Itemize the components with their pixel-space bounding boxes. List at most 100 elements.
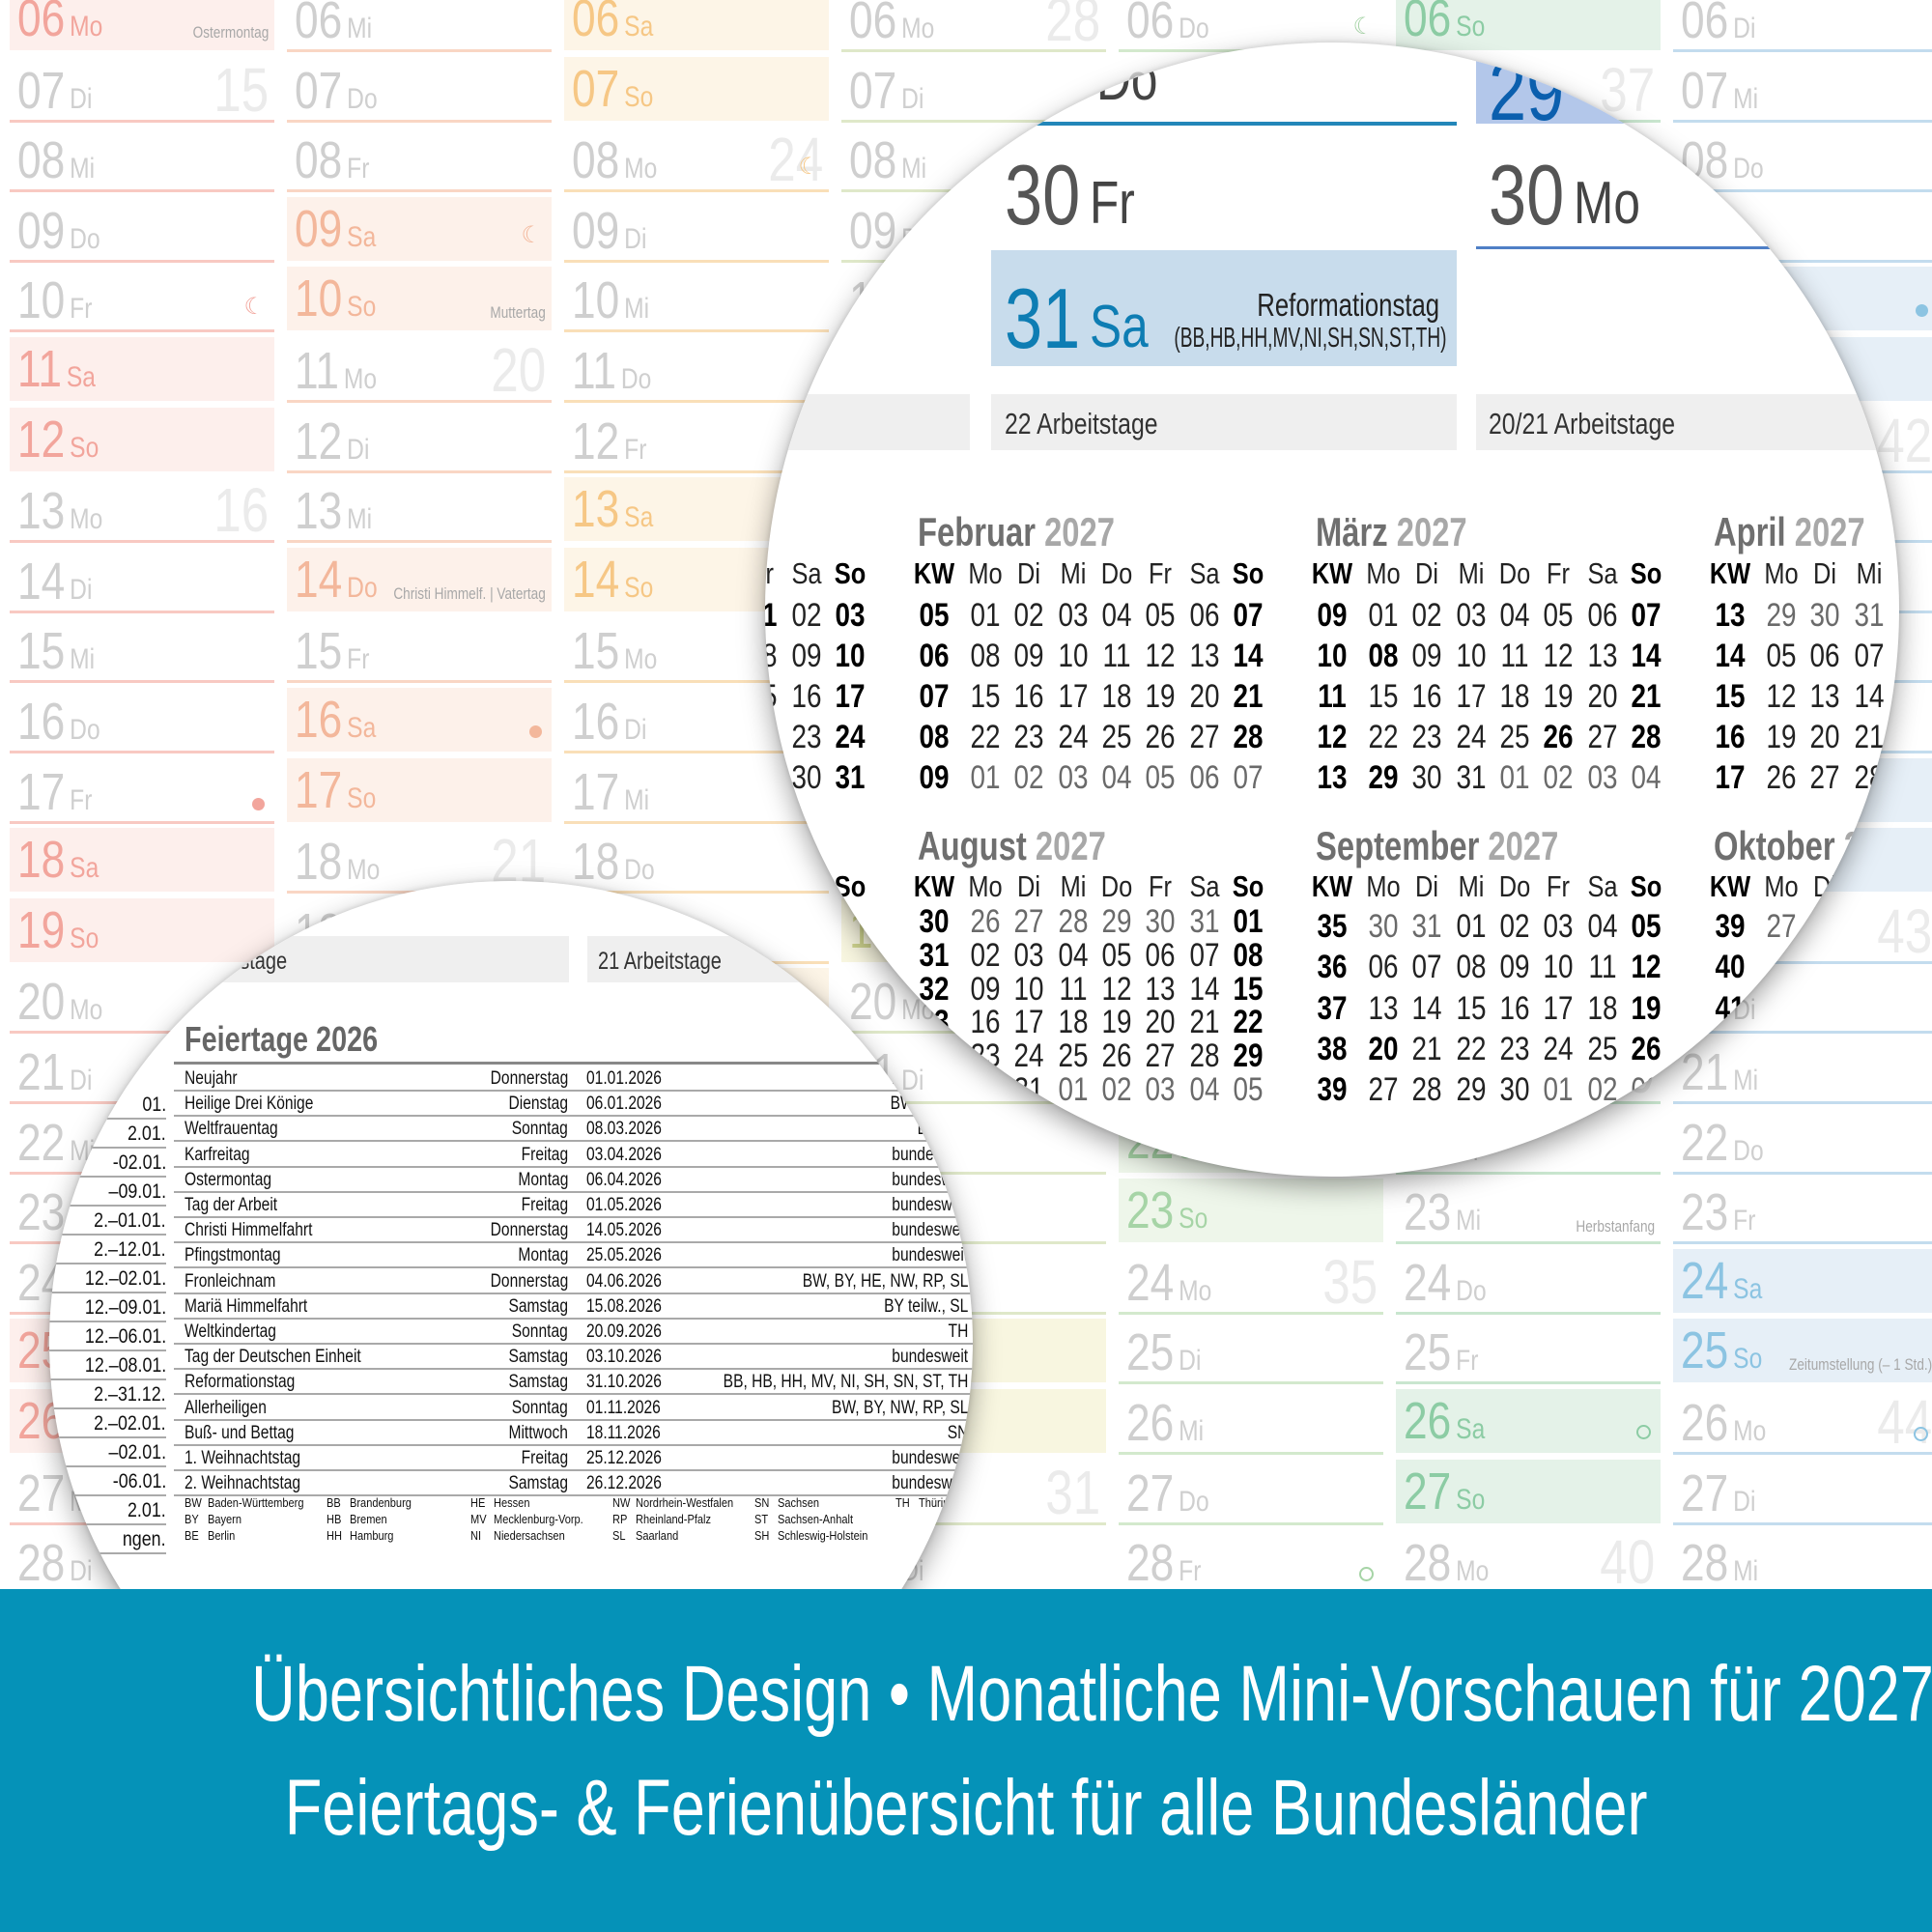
vacation-date: 12.–08.01. [84, 1354, 166, 1377]
mini-day: 01 [1233, 903, 1264, 940]
month-name: April [1714, 509, 1786, 554]
magnifier-month-detail: 29 Do 29 30 Fr 30 Mo 31 Sa Reformationst… [765, 43, 1899, 1177]
mini-day: 16 [970, 1004, 1001, 1041]
holiday-weekday: Freitag [521, 1144, 568, 1165]
weekday-label: Mo [1733, 1415, 1767, 1447]
day-label: 06 Mi [295, 0, 372, 46]
mini-day: 20 [1368, 1030, 1399, 1067]
mini-day: 27 [1809, 759, 1840, 796]
day-note: Zeitumstellung (– 1 Std.) [1788, 1355, 1932, 1375]
week-number: 16 [213, 475, 269, 546]
day-label: 23 So [1126, 1184, 1208, 1236]
weekday-header: Mi [1458, 869, 1485, 903]
holiday-row: Ostermontag Montag 06.04.2026 bundesweit [174, 1166, 973, 1193]
holiday-name: 1. Weihnachtstag [185, 1448, 301, 1468]
month-year: 2027 [1044, 509, 1115, 554]
mini-day: 04 [1101, 597, 1132, 634]
day-number: 09 [295, 199, 343, 258]
vacation-date: 12.–09.01. [84, 1296, 166, 1319]
day-divider [564, 680, 829, 684]
day-divider [287, 540, 552, 544]
day-row: 25 So Zeitumstellung (– 1 Std.) [1673, 1319, 1932, 1383]
mini-day: 03 [1058, 597, 1089, 634]
holidays-top-rule [174, 1062, 973, 1065]
state-abbr: NW [612, 1495, 631, 1510]
day-divider [564, 259, 829, 263]
weekday-label: Fr [1733, 1205, 1756, 1237]
day-label: 24 Mo [1126, 1257, 1211, 1309]
weekday-header: Fr [1149, 869, 1173, 903]
holiday-date: 25.05.2026 [586, 1245, 662, 1266]
mini-day: 29 [1101, 903, 1132, 940]
day-number: 09 [17, 201, 66, 260]
mini-day: 02 [1543, 759, 1574, 796]
holiday-row: Weltfrauentag Sonntag 08.03.2026 BE, MV [174, 1115, 973, 1143]
holiday-name: Allerheiligen [185, 1397, 267, 1418]
day-row: 16 Sa [287, 688, 552, 752]
weekday-label: Mi [1179, 1415, 1205, 1447]
mini-day: 18 [1058, 1004, 1089, 1041]
day-number: 24 [1126, 1253, 1175, 1312]
day-row: 06 So [1396, 0, 1661, 50]
holiday-row: Karfreitag Freitag 03.04.2026 bundesweit [174, 1141, 973, 1168]
mini-day: 05 [1543, 597, 1574, 634]
promo-banner: Übersichtliches Design • Monatliche Mini… [0, 1589, 1932, 1932]
mini-month-title: März 2027 [1316, 512, 1467, 553]
weekday-label: Di [70, 573, 93, 606]
day-divider [841, 49, 1106, 52]
weekday-header: So [1232, 556, 1264, 590]
month-year: 2027 [1843, 823, 1899, 868]
mini-day: 09 [970, 970, 1001, 1008]
month-name: Oktober [1714, 823, 1835, 868]
month-year: 2027 [1396, 509, 1467, 554]
state-abbr: HE [470, 1495, 486, 1510]
mini-day: 19 [1101, 1004, 1132, 1041]
vacation-date: 2.–12.01. [94, 1238, 166, 1261]
mini-day: 28 [1854, 759, 1885, 796]
day-divider [287, 119, 552, 123]
mini-day: 05 [1145, 759, 1176, 796]
weekday-label: Do [1733, 1134, 1764, 1167]
mini-day: 06 [1188, 759, 1220, 796]
day-label: 07 Di [17, 65, 92, 117]
mini-day: 11 [1588, 949, 1616, 986]
weekday-label: Di [901, 1065, 924, 1096]
day-number: 06 [1681, 0, 1729, 49]
mini-day: 03 [1631, 1071, 1662, 1109]
day-divider [287, 680, 552, 684]
holiday-states: BE, MV [917, 1119, 968, 1140]
day-note: Herbstanfang [1576, 1217, 1655, 1236]
weekday-label: Di [624, 714, 647, 746]
day-divider [1673, 1031, 1932, 1035]
holiday-name: Karfreitag [185, 1144, 250, 1165]
day-number: 15 [17, 622, 66, 681]
day-label: 10 Mi [572, 274, 649, 327]
mini-day: 14 [1188, 970, 1220, 1008]
day-number: 18 [295, 833, 343, 892]
day-number: 21 [1681, 1043, 1729, 1101]
day-number: 08 [295, 131, 343, 190]
day-divider [1396, 1241, 1661, 1245]
weekday-label: Mi [70, 153, 96, 185]
mini-day: 03 [1543, 908, 1574, 945]
day-row: 24 Do [1396, 1249, 1661, 1315]
weekday-label: Fr [70, 783, 93, 816]
mini-day: 21 [1854, 719, 1885, 755]
holiday-name: Pfingstmontag [185, 1245, 281, 1266]
mini-day: 01 [1058, 1071, 1089, 1108]
mini-day: 12 [1631, 949, 1662, 986]
mini-day: 10 [1456, 638, 1487, 674]
day-label: 25 So [1681, 1324, 1762, 1377]
weekday-label: Fr [1456, 1345, 1479, 1378]
state-abbr: BB [327, 1495, 341, 1510]
day-row: 28 Mi [1673, 1529, 1932, 1596]
holiday-row: Fronleichnam Donnerstag 04.06.2026 BW, BY, … [174, 1267, 973, 1294]
mini-day: 05 [1766, 638, 1797, 674]
